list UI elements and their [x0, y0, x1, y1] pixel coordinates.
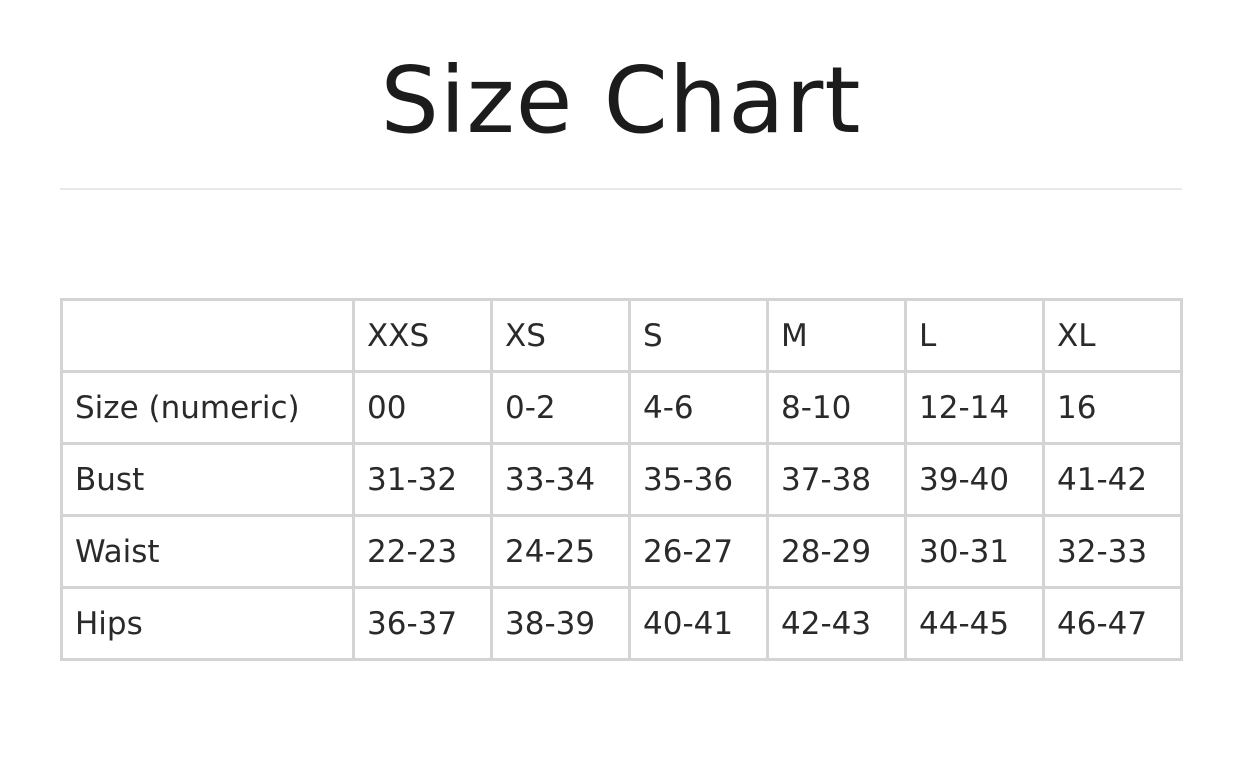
table-cell: 8-10 [766, 370, 907, 445]
table-cell: 30-31 [904, 514, 1045, 589]
row-label: Hips [60, 586, 355, 661]
table-row-size-numeric: Size (numeric) 00 0-2 4-6 8-10 12-14 16 [60, 370, 1183, 445]
header-cell-xl: XL [1042, 298, 1183, 373]
table-cell: 42-43 [766, 586, 907, 661]
table-cell: 12-14 [904, 370, 1045, 445]
row-label: Size (numeric) [60, 370, 355, 445]
table-cell: 31-32 [352, 442, 493, 517]
page-title: Size Chart [380, 47, 862, 154]
table-cell: 26-27 [628, 514, 769, 589]
table-cell: 0-2 [490, 370, 631, 445]
table-cell: 32-33 [1042, 514, 1183, 589]
table-cell: 44-45 [904, 586, 1045, 661]
row-label: Waist [60, 514, 355, 589]
table-cell: 24-25 [490, 514, 631, 589]
table-row-bust: Bust 31-32 33-34 35-36 37-38 39-40 41-42 [60, 442, 1183, 517]
header-cell-l: L [904, 298, 1045, 373]
table-cell: 16 [1042, 370, 1183, 445]
header-cell-xxs: XXS [352, 298, 493, 373]
table-cell: 40-41 [628, 586, 769, 661]
table-cell: 4-6 [628, 370, 769, 445]
table-row-hips: Hips 36-37 38-39 40-41 42-43 44-45 46-47 [60, 586, 1183, 661]
table-cell: 38-39 [490, 586, 631, 661]
table-cell: 41-42 [1042, 442, 1183, 517]
header-cell-m: M [766, 298, 907, 373]
title-divider [60, 188, 1182, 190]
table-cell: 35-36 [628, 442, 769, 517]
header-cell-xs: XS [490, 298, 631, 373]
header-cell-s: S [628, 298, 769, 373]
table-header-row: XXS XS S M L XL [60, 298, 1183, 373]
table-cell: 00 [352, 370, 493, 445]
table-cell: 37-38 [766, 442, 907, 517]
table-cell: 28-29 [766, 514, 907, 589]
row-label: Bust [60, 442, 355, 517]
table-row-waist: Waist 22-23 24-25 26-27 28-29 30-31 32-3… [60, 514, 1183, 589]
table-cell: 36-37 [352, 586, 493, 661]
table-cell: 39-40 [904, 442, 1045, 517]
table-cell: 46-47 [1042, 586, 1183, 661]
size-table: XXS XS S M L XL Size (numeric) 00 0-2 4-… [60, 298, 1183, 661]
table-cell: 22-23 [352, 514, 493, 589]
header-cell-empty [60, 298, 355, 373]
table-cell: 33-34 [490, 442, 631, 517]
